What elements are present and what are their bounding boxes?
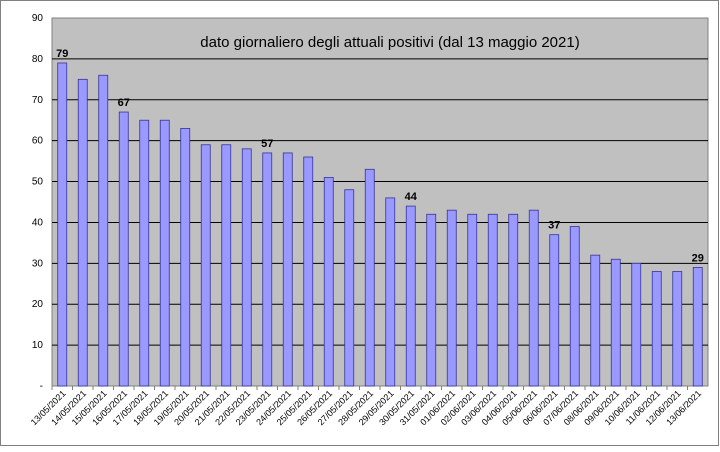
bar (241, 148, 252, 387)
plot-area (51, 17, 709, 387)
bar (282, 152, 293, 387)
bar (692, 267, 703, 387)
bar (159, 119, 170, 387)
y-tick-label: 50 (32, 177, 44, 188)
y-tick-label: - (40, 381, 43, 392)
y-tick-label: 40 (32, 217, 44, 228)
bar (651, 271, 662, 387)
bar (221, 144, 232, 387)
bar (323, 177, 334, 387)
bar (590, 254, 601, 387)
bar (98, 74, 109, 387)
data-label: 29 (692, 252, 704, 264)
bar (118, 111, 129, 387)
data-label: 79 (56, 48, 68, 60)
y-tick-label: 10 (32, 340, 44, 351)
bar (610, 258, 621, 387)
y-axis-tick-labels: - 10 20 30 40 50 60 70 80 90 (32, 13, 44, 392)
chart-title: dato giornaliero degli attuali positivi … (200, 34, 579, 51)
bar (446, 209, 457, 387)
bar (77, 78, 88, 387)
data-labels: 79 67 57 44 37 29 (56, 48, 704, 264)
y-tick-label: 90 (32, 13, 44, 24)
data-label: 57 (261, 138, 273, 150)
data-label: 44 (405, 191, 418, 203)
y-tick-label: 70 (32, 95, 44, 106)
bars (57, 62, 703, 387)
bar (569, 226, 580, 387)
bar (200, 144, 211, 387)
bar (57, 62, 68, 387)
bar (303, 156, 314, 387)
bar (426, 213, 437, 387)
bar (262, 152, 273, 387)
bar (405, 205, 416, 387)
bar (385, 197, 396, 387)
bar (549, 234, 560, 387)
y-tick-label: 30 (32, 258, 44, 269)
bar (139, 119, 150, 387)
bar (508, 213, 519, 387)
bar (528, 209, 539, 387)
y-tick-label: 80 (32, 54, 44, 65)
bar (344, 189, 355, 387)
y-tick-label: 20 (32, 299, 44, 310)
bar (672, 271, 683, 387)
bar (364, 168, 375, 387)
y-tick-label: 60 (32, 136, 44, 147)
bar (467, 213, 478, 387)
bar (631, 262, 642, 387)
data-label: 67 (118, 97, 130, 109)
bar (180, 127, 191, 387)
data-label: 37 (548, 220, 560, 232)
bar (487, 213, 498, 387)
